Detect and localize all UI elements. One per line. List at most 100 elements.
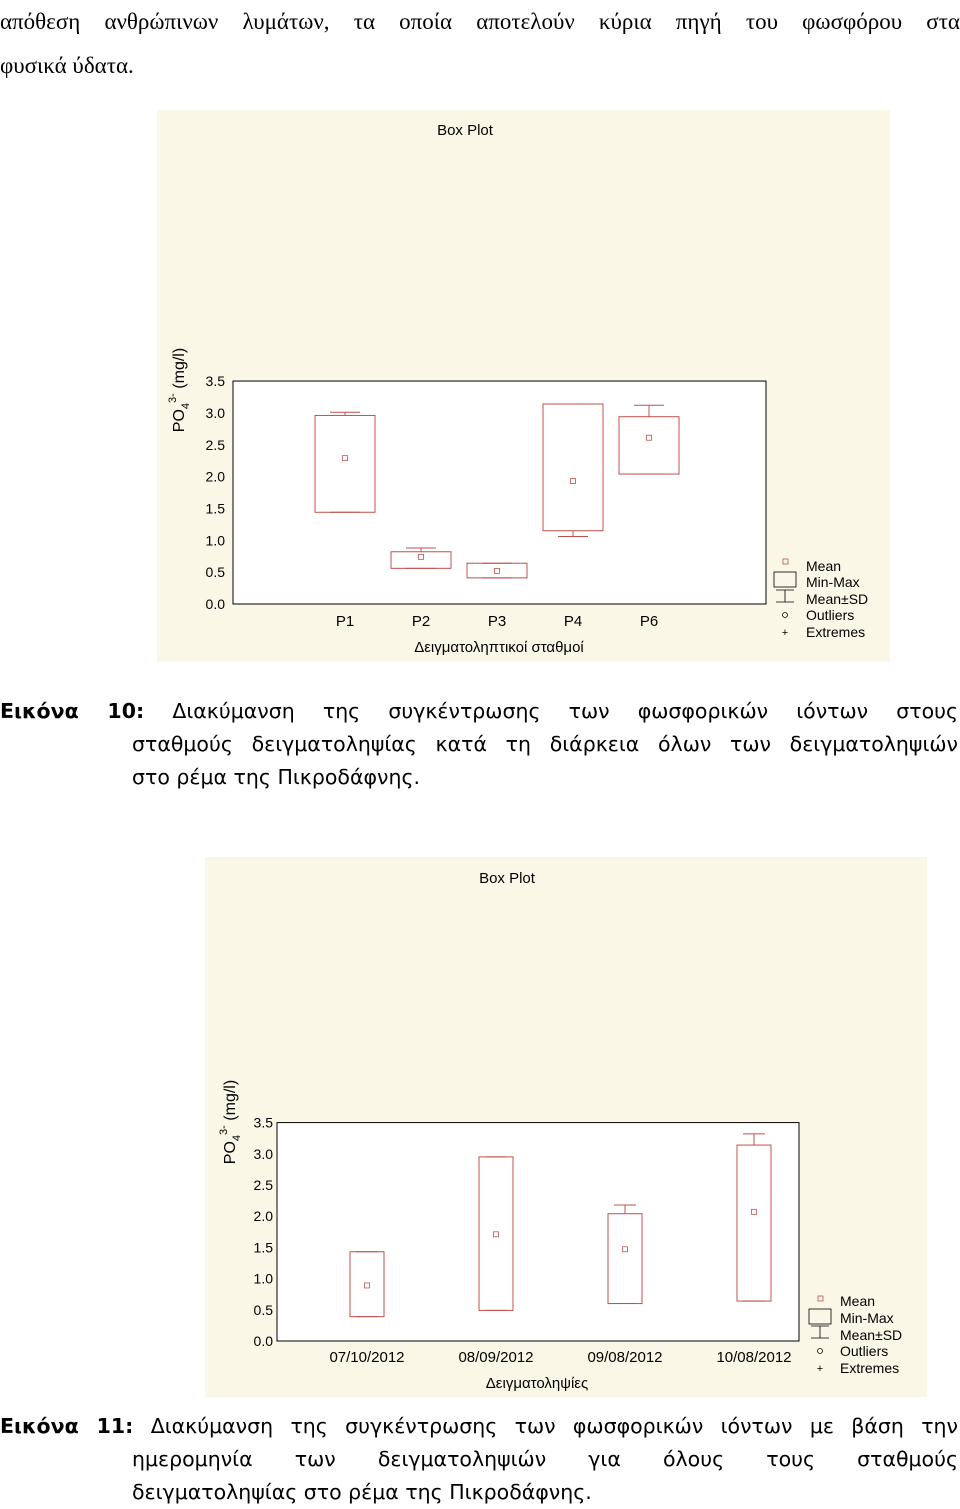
figure-10-marks: 0.0 0.5 1.0 1.5 2.0 2.5 3.0 3.5 P1 P2 P3 P4 P6	[206, 373, 767, 630]
y-label-sub: 4	[180, 403, 192, 409]
legend-minmax-icon	[773, 571, 797, 588]
intro-line-1: απόθεση ανθρώπινων λυμάτων, τα οποία απο…	[0, 9, 960, 34]
x-tick-label: P2	[412, 613, 430, 630]
sd-box	[349, 1251, 385, 1318]
y-label-base: PO	[171, 409, 188, 432]
legend-outliers-icon	[782, 612, 788, 618]
caption-10-text-1: Διακύμανση της συγκέντρωσης των φωσφορικ…	[172, 699, 958, 723]
y-tick-label: 3.5	[254, 1115, 274, 1131]
sd-box	[314, 414, 376, 513]
legend-extremes: Extremes	[840, 1360, 899, 1376]
caption-10-line-1: Εικόνα 10: Διακύμανση της συγκέντρωσης τ…	[0, 695, 958, 728]
caption-11-line-1: Εικόνα 11: Διακύμανση της συγκέντρωσης τ…	[0, 1410, 958, 1443]
y-label-sub: 4	[231, 1135, 243, 1141]
sd-box	[607, 1213, 643, 1305]
y-tick-label: 2.5	[254, 1177, 274, 1193]
sd-box	[466, 562, 528, 579]
legend-meansd-icon	[811, 1325, 829, 1339]
plot-area	[276, 1122, 800, 1342]
caption-11-line-2: ημερομηνία των δειγματοληψιών για όλους …	[132, 1447, 958, 1471]
legend-mean-icon	[782, 558, 789, 565]
y-tick-label: 2.0	[206, 469, 226, 485]
x-tick-label: P4	[564, 613, 582, 630]
legend-extremes-icon: +	[817, 1363, 823, 1375]
caption-10-line-3: στο ρέμα της Πικροδάφνης.	[132, 765, 421, 789]
legend-outliers: Outliers	[840, 1343, 888, 1359]
y-tick-label: 1.0	[254, 1271, 274, 1287]
legend-meansd: Mean±SD	[840, 1327, 902, 1343]
figure-11-chart: Box Plot Δειγματοληψίες PO43- (mg/l) 0.0…	[205, 857, 927, 1397]
svg-text:PO43- (mg/l): PO43- (mg/l)	[167, 348, 192, 432]
y-label-sup: 3-	[167, 393, 179, 403]
figure-11-caption: Εικόνα 11: Διακύμανση της συγκέντρωσης τ…	[0, 1410, 958, 1509]
caption-11-text-1: Διακύμανση της συγκέντρωσης των φωσφορικ…	[150, 1414, 958, 1438]
sd-box	[618, 416, 680, 475]
x-tick-label: P6	[640, 613, 658, 630]
x-tick-label: P1	[336, 613, 354, 630]
sd-box	[478, 1156, 514, 1311]
mean-marker	[342, 455, 348, 462]
sd-box	[542, 403, 604, 532]
mean-marker	[751, 1208, 757, 1215]
figure-11-marks: 0.0 0.5 1.0 1.5 2.0 2.5 3.0 3.5 07/10/2012 08/09/…	[254, 1115, 800, 1366]
x-tick-label: 08/09/2012	[458, 1349, 533, 1366]
x-axis-label: Δειγματοληψίες	[486, 1375, 588, 1392]
legend-minmax: Min-Max	[806, 574, 860, 590]
legend-meansd: Mean±SD	[806, 591, 868, 607]
y-tick-label: 0.5	[206, 564, 226, 580]
y-label-base: PO	[222, 1141, 239, 1164]
y-tick-label: 2.5	[206, 437, 226, 453]
legend-outliers: Outliers	[806, 607, 854, 623]
caption-10-line-2: σταθμούς δειγματοληψίας κατά τη διάρκεια…	[132, 732, 958, 756]
intro-line-2: φυσικά ύδατα.	[0, 53, 134, 78]
caption-11-line-3: δειγματοληψίας στο ρέμα της Πικροδάφνης.	[132, 1480, 592, 1504]
legend-meansd-icon	[776, 589, 794, 603]
x-tick-label: 07/10/2012	[329, 1349, 404, 1366]
y-label-sup: 3-	[218, 1125, 230, 1135]
legend: Mean Min-Max Mean±SD Outliers + Extremes	[808, 1293, 902, 1376]
y-tick-label: 0.5	[254, 1302, 274, 1318]
figure-10-caption: Εικόνα 10: Διακύμανση της συγκέντρωσης τ…	[0, 695, 958, 794]
legend-outliers-icon	[817, 1348, 823, 1354]
y-tick-label: 0.0	[206, 596, 226, 612]
plot-area	[232, 380, 767, 605]
mean-marker	[364, 1282, 370, 1289]
x-axis-label: Δειγματοληπτικοί σταθμοί	[414, 639, 584, 656]
svg-text:PO43- (mg/l): PO43- (mg/l)	[218, 1080, 243, 1164]
caption-10-label: Εικόνα 10:	[0, 699, 145, 723]
x-tick-label: 09/08/2012	[587, 1349, 662, 1366]
mean-marker	[494, 567, 500, 574]
y-axis-label: PO43- (mg/l)	[167, 348, 192, 432]
legend-mean: Mean	[806, 558, 841, 574]
x-tick-label: P3	[488, 613, 506, 630]
mean-marker	[418, 553, 424, 560]
intro-paragraph: απόθεση ανθρώπινων λυμάτων, τα οποία απο…	[0, 0, 960, 88]
chart-title: Box Plot	[437, 122, 494, 139]
sd-box	[736, 1144, 772, 1302]
figure-11-svg: Box Plot Δειγματοληψίες PO43- (mg/l) 0.0…	[218, 870, 902, 1392]
y-tick-label: 3.5	[206, 373, 226, 389]
legend-extremes-icon: +	[782, 627, 788, 639]
y-label-unit: (mg/l)	[171, 348, 188, 389]
legend-extremes: Extremes	[806, 624, 865, 640]
y-tick-label: 0.0	[254, 1333, 274, 1349]
caption-11-label: Εικόνα 11:	[0, 1414, 134, 1438]
mean-marker	[646, 434, 652, 441]
y-tick-label: 1.0	[206, 532, 226, 548]
x-tick-label: 10/08/2012	[716, 1349, 791, 1366]
figure-10-chart: Box Plot Δειγματοληπτικοί σταθμοί PO43- …	[157, 110, 890, 662]
legend-mean-icon	[817, 1295, 824, 1302]
chart-title: Box Plot	[479, 870, 536, 887]
figure-10-svg: Box Plot Δειγματοληπτικοί σταθμοί PO43- …	[167, 122, 868, 656]
y-label-unit: (mg/l)	[222, 1080, 239, 1121]
legend-mean: Mean	[840, 1293, 875, 1309]
y-axis-label: PO43- (mg/l)	[218, 1080, 243, 1164]
y-tick-label: 1.5	[206, 500, 226, 516]
mean-marker	[493, 1231, 499, 1238]
y-tick-label: 3.0	[254, 1146, 274, 1162]
y-tick-label: 1.5	[254, 1239, 274, 1255]
legend-minmax-icon	[808, 1308, 832, 1325]
legend: Mean Min-Max Mean±SD Outliers + Extremes	[773, 558, 868, 640]
y-tick-label: 3.0	[206, 405, 226, 421]
sd-box	[390, 551, 452, 569]
